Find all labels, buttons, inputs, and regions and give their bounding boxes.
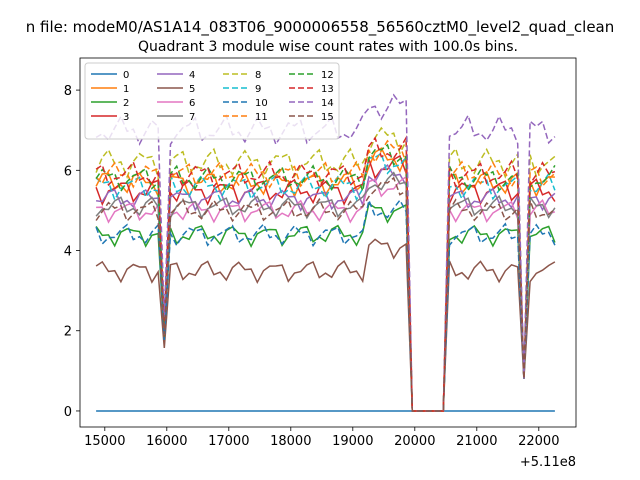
x-tick-label: 21000 <box>456 434 497 449</box>
x-axis: 15000 16000 17000 18000 19000 20000 21000 22000 <box>84 427 559 449</box>
series-line-7 <box>95 171 556 412</box>
legend-label: 7 <box>189 112 195 123</box>
legend-label: 13 <box>321 84 334 95</box>
legend-label: 15 <box>321 112 334 123</box>
x-tick-label: 16000 <box>146 434 187 449</box>
series-line-15 <box>95 176 556 412</box>
chart-title: Quadrant 3 module wise count rates with … <box>138 39 518 55</box>
legend-label: 11 <box>255 112 268 123</box>
series-line-10 <box>95 197 556 412</box>
legend-label: 12 <box>321 70 334 81</box>
x-tick-label: 20000 <box>394 434 435 449</box>
legend-label: 6 <box>189 98 195 109</box>
x-offset-label: +5.11e8 <box>520 455 576 470</box>
legend-label: 1 <box>123 84 129 95</box>
series-line-4 <box>95 163 556 412</box>
y-tick-label: 0 <box>64 405 72 420</box>
legend-label: 3 <box>123 112 129 123</box>
x-tick-label: 19000 <box>332 434 373 449</box>
x-tick-label: 15000 <box>84 434 125 449</box>
y-axis: 0 2 4 6 8 <box>64 84 80 420</box>
y-tick-label: 8 <box>64 84 72 99</box>
series-line-5 <box>95 238 556 412</box>
series-line-8 <box>95 126 556 412</box>
x-tick-label: 22000 <box>518 434 559 449</box>
y-tick-label: 4 <box>64 245 72 260</box>
legend-label: 5 <box>189 84 195 95</box>
series-line-13 <box>95 135 556 412</box>
y-tick-label: 2 <box>64 325 72 340</box>
series-layer <box>95 93 556 412</box>
series-line-2 <box>95 202 556 412</box>
figure-suptitle: n file: modeM0/AS1A14_083T06_9000006558_… <box>26 18 615 37</box>
series-line-11 <box>95 139 556 412</box>
legend-label: 10 <box>255 98 268 109</box>
legend-label: 4 <box>189 70 195 81</box>
legend-label: 14 <box>321 98 334 109</box>
y-tick-label: 6 <box>64 164 72 179</box>
legend-box <box>84 62 340 140</box>
legend-label: 9 <box>255 84 261 95</box>
legend-label: 8 <box>255 70 261 81</box>
series-line-12 <box>95 143 556 412</box>
x-tick-label: 17000 <box>208 434 249 449</box>
legend-label: 0 <box>123 70 129 81</box>
legend-label: 2 <box>123 98 129 109</box>
x-tick-label: 18000 <box>270 434 311 449</box>
plot-frame <box>79 57 577 428</box>
